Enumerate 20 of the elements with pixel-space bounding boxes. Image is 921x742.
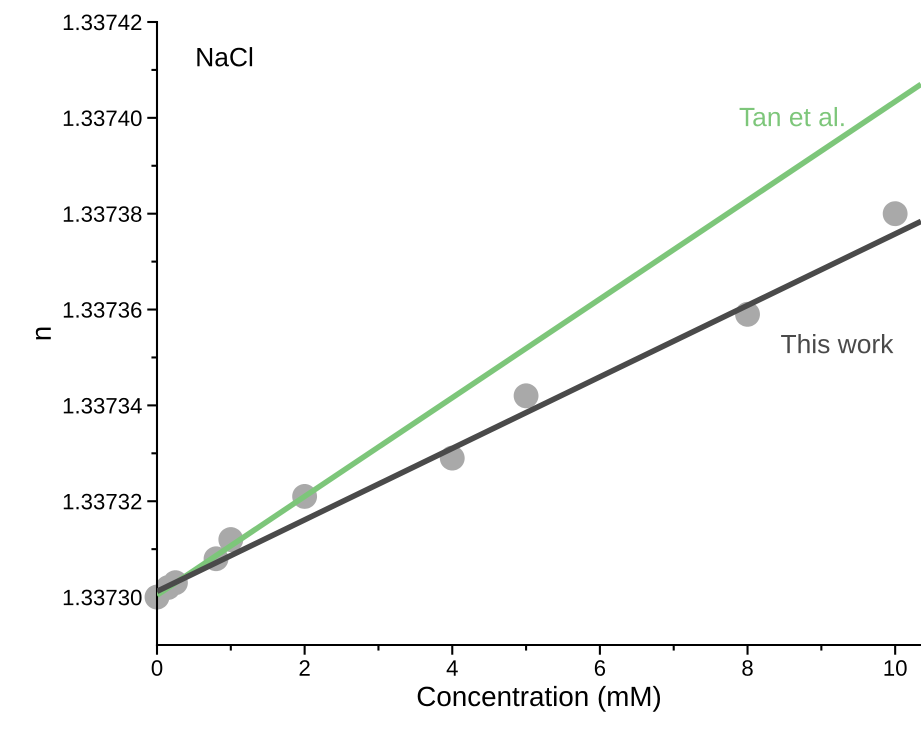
x-tick-label: 4 [446, 660, 458, 676]
y-tick-label: 1.33730 [64, 590, 142, 606]
x-tick-label: 10 [884, 660, 907, 676]
annotation: NaCl [197, 47, 252, 66]
x-tick-label: 2 [300, 660, 310, 676]
series-label: This work [781, 334, 894, 354]
y-tick-label: 1.33736 [64, 302, 142, 318]
x-tick-label: 8 [742, 660, 753, 676]
point [882, 201, 908, 226]
y-tick-label: 1.33732 [64, 494, 142, 510]
y-axis-title: n [36, 328, 51, 340]
x-axis-title: Concentration (mM) [418, 686, 660, 712]
y-tick-label: 1.33738 [64, 206, 142, 222]
y-tick-label: 1.33742 [64, 14, 142, 30]
y-tick-label: 1.33740 [64, 110, 142, 126]
point [514, 383, 539, 408]
x-tick-label: 0 [152, 660, 162, 676]
series-label: Tan et al. [740, 106, 844, 126]
x-tick-label: 6 [594, 660, 606, 676]
y-tick-label: 1.33734 [64, 398, 142, 414]
